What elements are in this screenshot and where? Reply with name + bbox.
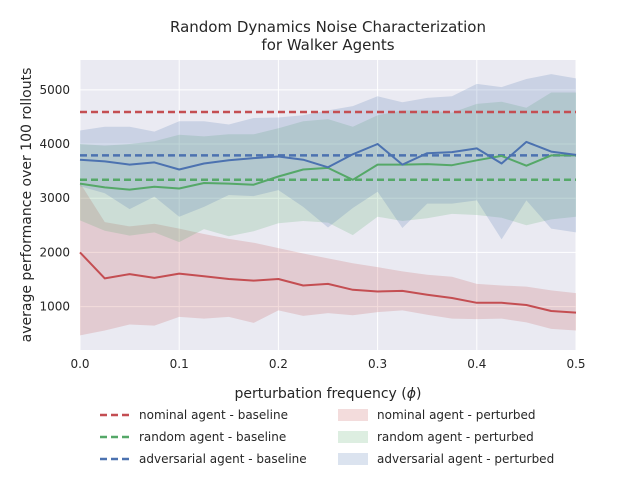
legend-label: random agent - baseline	[139, 430, 286, 444]
x-tick-label: 0.1	[170, 357, 189, 371]
x-tick-label: 0.4	[467, 357, 486, 371]
x-axis-label-text: perturbation frequency (	[235, 386, 407, 402]
series-line	[79, 140, 577, 171]
gridlines	[79, 60, 577, 350]
x-tick-labels: 0.0 0.1 0.2 0.3 0.4 0.5	[70, 357, 585, 371]
legend-band-swatch	[338, 431, 368, 443]
legend-band-swatch	[338, 409, 368, 421]
x-tick-label: 0.0	[70, 357, 89, 371]
legend-label: adversarial agent - baseline	[139, 452, 307, 466]
series-line	[79, 251, 577, 314]
legend: nominal agent - baseline random agent - b…	[100, 408, 554, 466]
plot-area	[80, 60, 576, 350]
y-axis-label: average performance over 100 rollouts	[19, 68, 35, 343]
x-tick-label: 0.2	[269, 357, 288, 371]
legend-band-swatch	[338, 453, 368, 465]
x-axis-label-phi: ϕ	[407, 386, 416, 402]
y-tick-label: 3000	[39, 191, 70, 205]
x-axis-label: perturbation frequency (ϕ)	[235, 386, 422, 402]
baseline-lines	[80, 110, 576, 182]
y-tick-label: 4000	[39, 137, 70, 151]
legend-label: nominal agent - baseline	[139, 408, 288, 422]
legend-label: nominal agent - perturbed	[377, 408, 536, 422]
error-band	[80, 74, 576, 240]
series-lines	[79, 140, 577, 314]
y-tick-label: 5000	[39, 83, 70, 97]
x-tick-label: 0.5	[566, 357, 585, 371]
x-axis-label-close: )	[416, 386, 421, 402]
chart-title-line2: for Walker Agents	[261, 36, 394, 54]
legend-label: random agent - perturbed	[377, 430, 534, 444]
legend-label: adversarial agent - perturbed	[377, 452, 554, 466]
x-tick-label: 0.3	[368, 357, 387, 371]
y-tick-label: 2000	[39, 245, 70, 259]
y-tick-label: 1000	[39, 300, 70, 314]
chart-title-line1: Random Dynamics Noise Characterization	[170, 18, 486, 36]
y-tick-labels: 1000 2000 3000 4000 5000	[39, 83, 70, 314]
